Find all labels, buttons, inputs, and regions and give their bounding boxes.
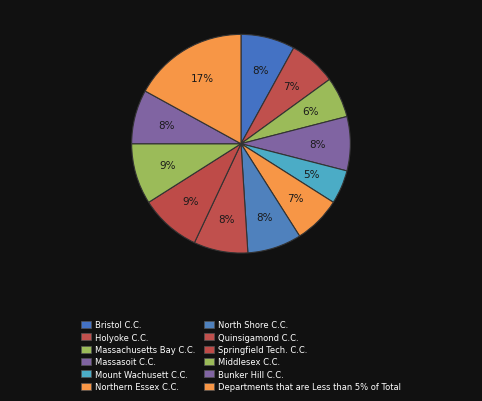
Text: 8%: 8% xyxy=(252,65,268,75)
Text: 5%: 5% xyxy=(303,170,320,180)
Wedge shape xyxy=(241,144,300,253)
Wedge shape xyxy=(241,80,347,144)
Text: 17%: 17% xyxy=(190,74,214,84)
Wedge shape xyxy=(241,144,334,237)
Legend: Bristol C.C., Holyoke C.C., Massachusetts Bay C.C., Massasoit C.C., Mount Wachus: Bristol C.C., Holyoke C.C., Massachusett… xyxy=(80,319,402,393)
Wedge shape xyxy=(132,92,241,144)
Wedge shape xyxy=(241,35,294,144)
Text: 7%: 7% xyxy=(283,82,300,92)
Wedge shape xyxy=(132,144,241,203)
Text: 7%: 7% xyxy=(287,193,303,203)
Text: 6%: 6% xyxy=(302,107,319,117)
Wedge shape xyxy=(241,144,347,203)
Text: 9%: 9% xyxy=(159,161,176,171)
Wedge shape xyxy=(194,144,248,253)
Text: 9%: 9% xyxy=(182,196,199,207)
Text: 8%: 8% xyxy=(159,120,175,130)
Text: 8%: 8% xyxy=(309,140,326,149)
Wedge shape xyxy=(145,35,241,144)
Wedge shape xyxy=(241,49,330,144)
Wedge shape xyxy=(241,117,350,172)
Wedge shape xyxy=(148,144,241,243)
Text: 8%: 8% xyxy=(256,212,273,222)
Text: 8%: 8% xyxy=(218,215,235,224)
